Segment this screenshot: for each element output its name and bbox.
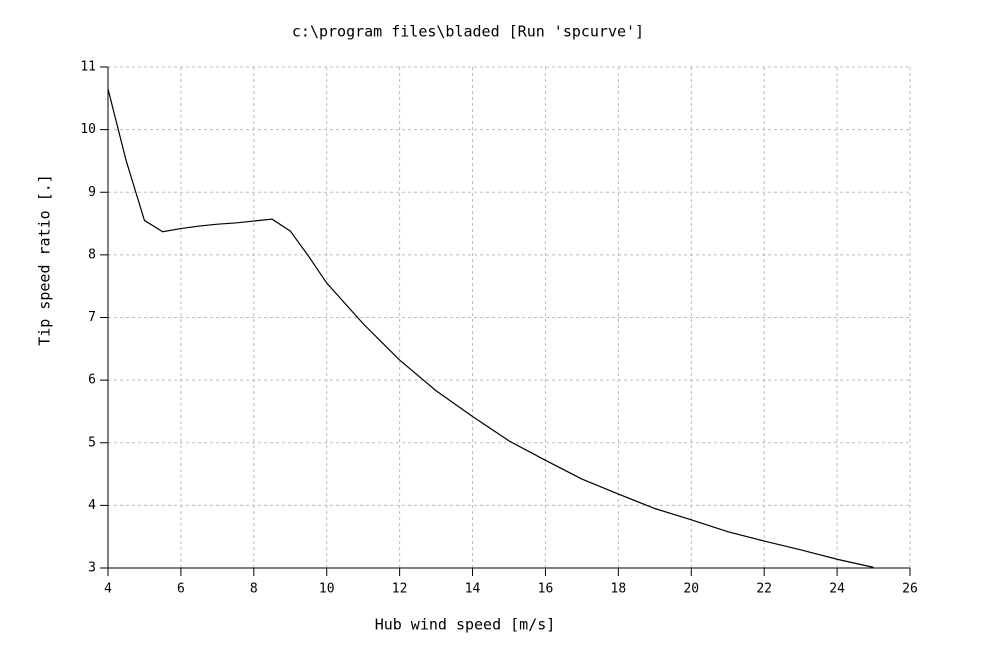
y-tick-label: 7 xyxy=(88,310,96,325)
x-tick-label: 24 xyxy=(829,582,845,597)
y-tick-label: 3 xyxy=(88,561,96,576)
x-tick-label: 18 xyxy=(611,582,627,597)
x-tick-label: 12 xyxy=(392,582,408,597)
y-tick-label: 5 xyxy=(88,435,96,450)
data-line xyxy=(107,88,874,568)
x-tick-label: 6 xyxy=(177,582,185,597)
x-tick-label: 10 xyxy=(319,582,335,597)
y-tick-label: 11 xyxy=(80,60,96,75)
x-tick-label: 16 xyxy=(538,582,554,597)
x-tick-label: 4 xyxy=(104,582,112,597)
x-tick-label: 8 xyxy=(250,582,258,597)
x-tick-label: 22 xyxy=(756,582,772,597)
x-tick-label: 26 xyxy=(902,582,918,597)
y-tick-label: 10 xyxy=(80,122,96,137)
x-tick-label: 14 xyxy=(465,582,481,597)
y-tick-label: 6 xyxy=(88,373,96,388)
x-tick-label: 20 xyxy=(683,582,699,597)
y-axis-label: Tip speed ratio [.] xyxy=(36,174,54,346)
y-tick-label: 8 xyxy=(88,247,96,262)
y-tick-label: 9 xyxy=(88,185,96,200)
chart-title: c:\program files\bladed [Run 'spcurve'] xyxy=(292,23,644,41)
x-axis-label: Hub wind speed [m/s] xyxy=(375,616,556,634)
y-tick-label: 4 xyxy=(88,498,96,513)
